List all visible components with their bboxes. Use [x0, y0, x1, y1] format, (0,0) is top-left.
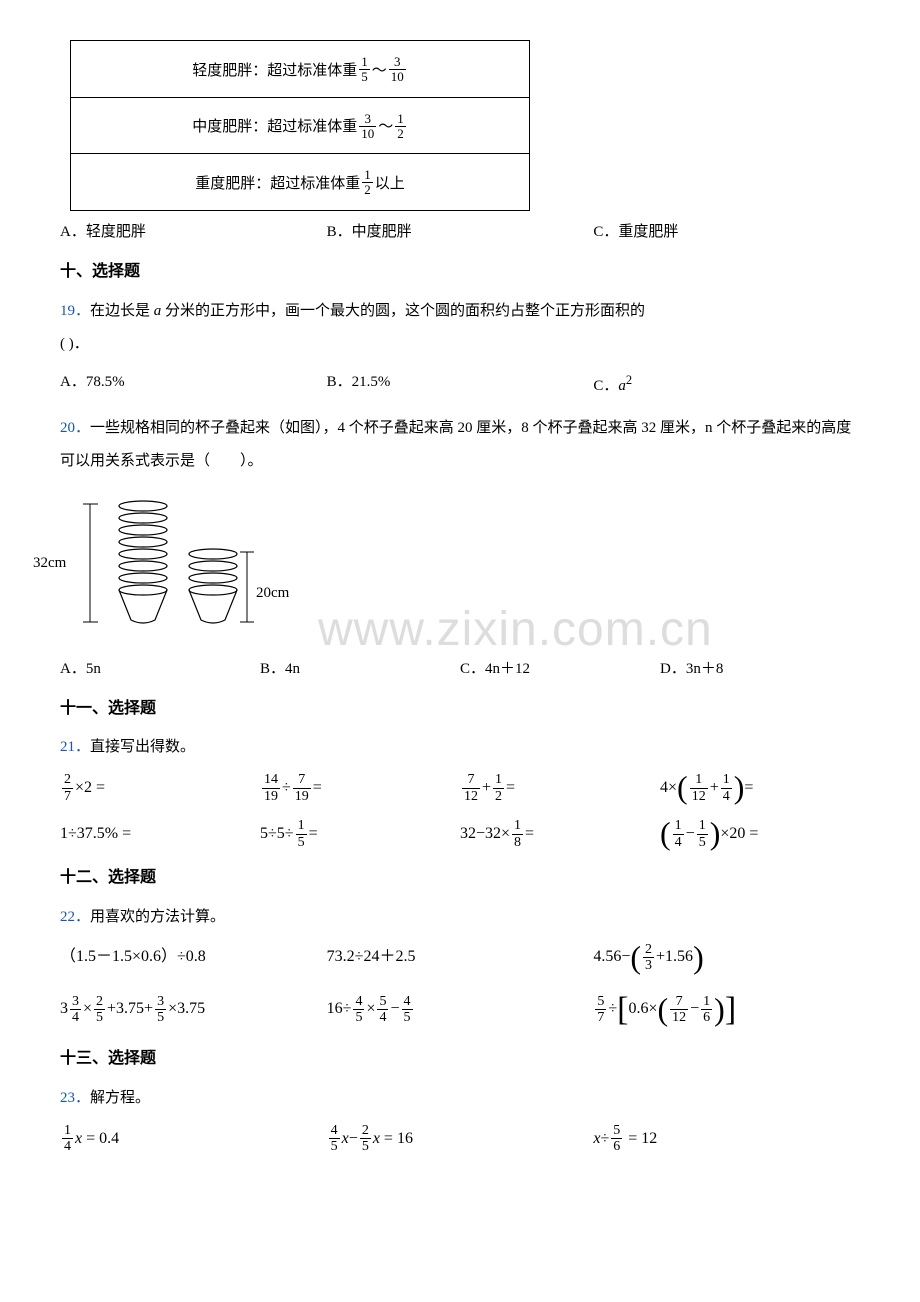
question-number: 22．: [60, 909, 90, 925]
label-20cm: 20cm: [256, 580, 289, 607]
table-row: 中度肥胖：超过标准体重 3 10 ～ 1 2: [71, 98, 529, 155]
question-22: 22．用喜欢的方法计算。: [60, 901, 860, 934]
fraction: 1 2: [395, 112, 406, 142]
row-prefix: 轻度肥胖：超过标准体重: [192, 58, 357, 85]
q20-options: A．5n B．4n C．4n＋12 D．3n＋8: [60, 656, 860, 683]
q18-options: A．轻度肥胖 B．中度肥胖 C．重度肥胖: [60, 219, 860, 246]
question-number: 20．: [60, 420, 90, 436]
option-c: C．a2: [593, 369, 860, 400]
expr: 4×( 112 + 14 )=: [660, 772, 753, 804]
expr: 27 ×2 =: [60, 772, 105, 804]
expr: 14 x = 0.4: [60, 1123, 119, 1155]
section-12-title: 十二、选择题: [60, 864, 860, 893]
expr: 16÷ 45 × 54 − 45: [327, 994, 415, 1026]
q19-options: A．78.5% B．21.5% C．a2: [60, 369, 860, 400]
expr: 712 + 12 =: [460, 772, 515, 804]
question-number: 21．: [60, 739, 90, 755]
question-20: 20．一些规格相同的杯子叠起来（如图），4 个杯子叠起来高 20 厘米，8 个杯…: [60, 412, 860, 478]
row-prefix: 中度肥胖：超过标准体重: [192, 114, 357, 141]
expr: 3 34 × 25 +3.75+ 35 ×3.75: [60, 994, 205, 1026]
section-13-title: 十三、选择题: [60, 1045, 860, 1074]
question-number: 23．: [60, 1090, 90, 1106]
expr: 32−32× 18 =: [460, 818, 534, 850]
expr: 1419 ÷ 719 =: [260, 772, 322, 804]
fraction: 3 10: [389, 55, 406, 85]
fraction: 3 10: [359, 112, 376, 142]
option-a: A．5n: [60, 656, 260, 683]
section-10-title: 十、选择题: [60, 258, 860, 287]
q23-row: 14 x = 0.4 45 x − 25 x = 16 x ÷ 56 = 12: [60, 1123, 860, 1155]
label-32cm: 32cm: [33, 550, 66, 577]
q22-row2: 3 34 × 25 +3.75+ 35 ×3.75 16÷ 45 × 54 − …: [60, 994, 860, 1026]
q21-row2: 1÷37.5% = 5÷5÷ 15 = 32−32× 18 = ( 14 − 1…: [60, 818, 860, 850]
obesity-table: 轻度肥胖：超过标准体重 1 5 ～ 3 10 中度肥胖：超过标准体重 3 10 …: [70, 40, 530, 211]
cups-svg: [68, 492, 308, 632]
option-c: C．重度肥胖: [593, 219, 860, 246]
expr: 73.2÷24＋2.5: [327, 943, 416, 972]
table-row: 轻度肥胖：超过标准体重 1 5 ～ 3 10: [71, 41, 529, 98]
row-prefix: 重度肥胖：超过标准体重: [195, 171, 360, 198]
option-c: C．4n＋12: [460, 656, 660, 683]
q22-row1: （1.5－1.5×0.6）÷0.8 73.2÷24＋2.5 4.56−( 23 …: [60, 942, 860, 974]
option-a: A．78.5%: [60, 369, 327, 400]
expr: 57 ÷ [0.6×( 712 − 16 )]: [593, 994, 736, 1026]
expr: x ÷ 56 = 12: [593, 1123, 657, 1155]
option-b: B．中度肥胖: [327, 219, 594, 246]
q21-row1: 27 ×2 = 1419 ÷ 719 = 712 + 12 = 4×( 112 …: [60, 772, 860, 804]
question-number: 19．: [60, 303, 90, 319]
question-23: 23．解方程。: [60, 1082, 860, 1115]
option-a: A．轻度肥胖: [60, 219, 327, 246]
question-19: 19．在边长是 a 分米的正方形中，画一个最大的圆，这个圆的面积约占整个正方形面…: [60, 295, 860, 361]
expr: ( 14 − 15 )×20 =: [660, 818, 758, 850]
fraction: 1 5: [359, 55, 370, 85]
option-b: B．21.5%: [327, 369, 594, 400]
expr: 45 x − 25 x = 16: [327, 1123, 413, 1155]
expr: （1.5－1.5×0.6）÷0.8: [60, 943, 206, 972]
section-11-title: 十一、选择题: [60, 695, 860, 724]
cup-diagram: 32cm 20cm www.zixin.com.cn: [68, 492, 860, 642]
fraction: 1 2: [362, 168, 373, 198]
table-row: 重度肥胖：超过标准体重 1 2 以上: [71, 154, 529, 210]
option-d: D．3n＋8: [660, 656, 860, 683]
expr: 1÷37.5% =: [60, 820, 131, 849]
expr: 4.56−( 23 +1.56): [593, 942, 703, 974]
expr: 5÷5÷ 15 =: [260, 818, 318, 850]
option-b: B．4n: [260, 656, 460, 683]
question-21: 21．直接写出得数。: [60, 731, 860, 764]
